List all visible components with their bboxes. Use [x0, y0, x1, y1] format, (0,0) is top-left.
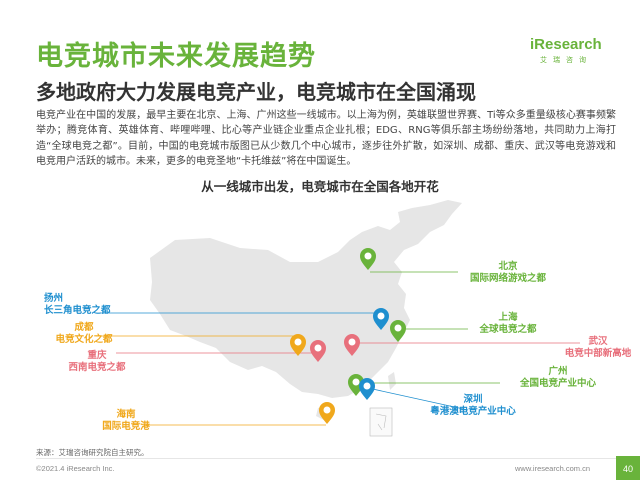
pin-icon-chengdu	[290, 334, 306, 356]
south-china-sea-inset	[369, 407, 393, 437]
pin-icon-yangzhou	[373, 308, 389, 330]
city-label-yangzhou: 扬州 长三角电竞之都	[44, 293, 111, 316]
city-label-beijing: 北京 国际网络游戏之都	[469, 261, 546, 284]
source-note: 来源：艾瑞咨询研究院自主研究。	[36, 448, 149, 457]
pin-icon-wuhan	[344, 334, 360, 356]
logo-wordmark: iResearch	[530, 36, 602, 53]
city-label-chengdu: 成都 电竞文化之都	[55, 322, 113, 345]
china-map-shape	[150, 200, 462, 398]
pin-icon-hainan	[319, 402, 335, 424]
pin-icon-beijing	[360, 248, 376, 270]
pin-icon-shenzhen	[359, 378, 375, 400]
city-label-chongqing: 重庆 西南电竞之都	[68, 350, 126, 373]
iresearch-logo: iResearch 艾瑞咨询	[530, 36, 610, 76]
city-label-guangzhou: 广州 全国电竞产业中心	[519, 366, 596, 389]
city-label-wuhan: 武汉 电竞中部新高地	[564, 336, 632, 359]
pin-icon-shanghai	[390, 320, 406, 342]
logo-chinese: 艾瑞咨询	[540, 56, 592, 64]
pin-icon-guangzhou	[348, 374, 364, 396]
body-paragraph: 电竞产业在中国的发展，最早主要在北京、上海、广州这些一线城市。以上海为例，英雄联…	[36, 110, 616, 168]
pin-icon-chongqing	[310, 340, 326, 362]
copyright: ©2021.4 iResearch Inc.	[36, 464, 115, 473]
city-label-hainan: 海南 国际电竞港	[102, 409, 150, 432]
map-title: 从一线城市出发，电竞城市在全国各地开花	[201, 179, 439, 194]
page-number: 40	[616, 456, 640, 480]
city-label-shenzhen: 深圳 粤港澳电竞产业中心	[430, 394, 516, 417]
taiwan-shape	[388, 372, 396, 390]
page-subtitle: 多地政府大力发展电竞产业，电竞城市在全国涌现	[36, 80, 476, 104]
footer-divider	[36, 458, 616, 459]
page-title: 电竞城市未来发展趋势	[36, 41, 316, 72]
leader-line-shenzhen	[367, 387, 469, 411]
website-link[interactable]: www.iresearch.com.cn	[515, 464, 591, 473]
city-label-shanghai: 上海 全球电竞之都	[479, 312, 537, 335]
